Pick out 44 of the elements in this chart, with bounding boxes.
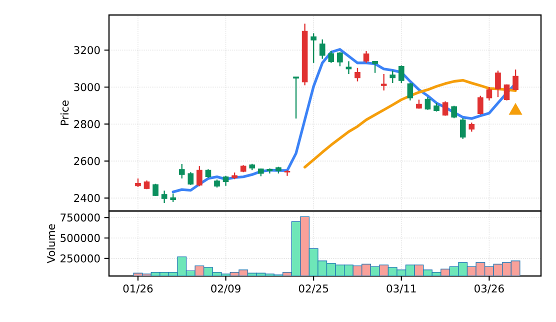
candlestick [284, 170, 290, 176]
candlestick [407, 82, 414, 102]
candlestick [354, 67, 360, 82]
candlestick [337, 52, 343, 67]
candlestick [390, 70, 396, 84]
candlestick [319, 38, 326, 60]
candlestick [478, 95, 484, 116]
candlestick [178, 163, 185, 180]
candlestick [398, 64, 404, 84]
candlestick [222, 175, 229, 186]
candlestick [504, 84, 510, 102]
candlestick [328, 50, 334, 64]
candlestick [468, 122, 475, 132]
x-tick-label: 01/26 [123, 284, 153, 294]
x-tick-label: 03/11 [386, 284, 416, 294]
candlestick [460, 118, 466, 140]
y-tick-label: 3200 [74, 46, 100, 54]
candlestick [380, 73, 387, 92]
candlestick [161, 190, 168, 204]
y-axis-title: Price [60, 100, 69, 125]
y-tick-label: 250000 [60, 254, 100, 262]
candlestick [196, 165, 202, 187]
candlestick [363, 50, 370, 64]
x-tick-label: 02/25 [298, 284, 328, 294]
y-tick-label: 3000 [74, 83, 100, 92]
candlestick [495, 70, 501, 98]
candlestick [293, 76, 299, 120]
candlestick [451, 105, 457, 119]
candlestick [346, 60, 352, 75]
candlestick [442, 100, 448, 116]
candlestick [424, 96, 431, 110]
y-tick-label: 750000 [60, 213, 100, 222]
candlestick [372, 60, 378, 74]
y-axis-title: Volume [46, 224, 56, 264]
x-tick-label: 02/09 [211, 284, 240, 294]
y-tick-label: 2600 [74, 157, 100, 166]
y-tick-label: 500000 [60, 234, 100, 242]
y-tick-label: 2800 [74, 120, 100, 128]
candlestick [512, 68, 518, 92]
candlestick [188, 172, 194, 186]
y-tick-label: 2400 [74, 194, 100, 202]
x-tick-label: 03/26 [474, 284, 504, 294]
candlestick [486, 86, 492, 102]
candlestick [310, 32, 316, 64]
